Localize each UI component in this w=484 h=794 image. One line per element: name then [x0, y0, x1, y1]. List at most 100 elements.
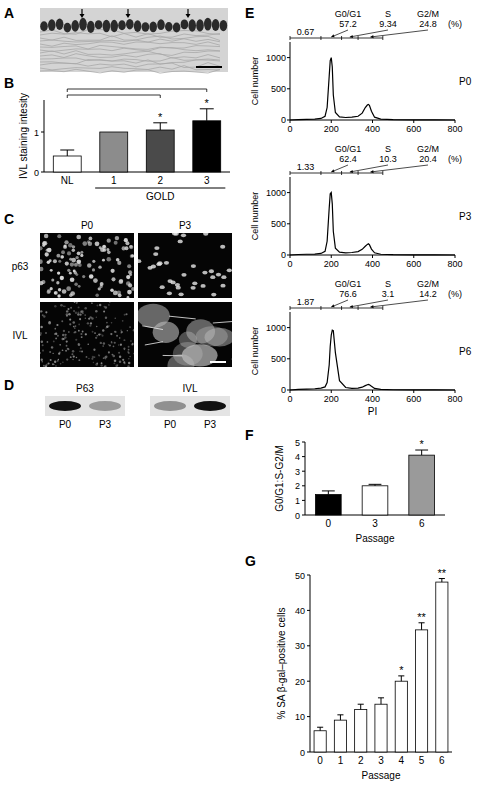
panel-letter: D	[4, 377, 14, 393]
bar	[362, 486, 388, 515]
unit-label: (%)	[448, 154, 462, 164]
speckle	[123, 339, 125, 341]
y-tick-label: 10	[295, 712, 305, 722]
nucleus	[95, 294, 99, 298]
y-axis-title: IVL staining intesity	[18, 93, 29, 179]
nucleus	[74, 263, 78, 267]
x-tick	[331, 120, 332, 123]
error-bar	[320, 727, 321, 731]
speckle	[79, 351, 81, 353]
gate-label: G2/M	[417, 279, 439, 289]
gate-value: 24.8	[419, 19, 437, 29]
y-axis	[44, 100, 45, 172]
nucleus	[117, 261, 121, 265]
speckle	[91, 302, 93, 304]
nucleus	[58, 288, 61, 291]
y-tick	[287, 57, 290, 58]
gate-value: 14.2	[419, 289, 437, 299]
speckle	[69, 318, 71, 320]
y-tick-label: 0	[300, 748, 305, 758]
histology-image: A	[4, 5, 228, 73]
speckle	[112, 354, 114, 356]
speckle	[60, 363, 62, 365]
nucleus	[92, 268, 95, 271]
speckle	[61, 338, 64, 341]
speckle	[111, 342, 113, 344]
speckle	[101, 362, 103, 364]
speckle	[62, 349, 64, 351]
speckle	[48, 322, 51, 325]
gate-value: 1.87	[297, 297, 315, 307]
arrow-head	[350, 35, 353, 38]
speckle	[102, 329, 104, 331]
nucleus	[156, 262, 161, 266]
y-tick-label: 500	[271, 84, 286, 94]
gate-value: 3.1	[382, 289, 395, 299]
nucleus	[181, 273, 186, 277]
speckle	[53, 340, 55, 342]
speckle	[128, 352, 130, 354]
speckle	[40, 352, 41, 354]
arrow-head	[80, 14, 85, 18]
speckle	[40, 334, 41, 336]
gate-arrow	[370, 165, 428, 172]
y-tick	[302, 515, 305, 516]
band	[154, 401, 186, 411]
bar	[415, 630, 427, 752]
nucleus	[127, 296, 130, 298]
nucleus	[70, 277, 75, 282]
x-tick-label: 5	[419, 755, 425, 766]
histogram-line	[290, 58, 455, 120]
x-tick-label: 3	[378, 755, 384, 766]
speckle	[96, 335, 97, 336]
gate-tick	[382, 36, 383, 40]
speckle	[128, 349, 130, 351]
speckle	[41, 310, 43, 312]
epithelial-cell	[64, 23, 72, 33]
x-tick-label: 200	[324, 394, 339, 404]
speckle	[88, 358, 90, 360]
epithelial-cell	[149, 21, 157, 32]
nucleus	[227, 268, 232, 272]
fiber	[213, 321, 232, 323]
nucleus	[87, 263, 91, 267]
speckle	[118, 344, 119, 345]
speckle	[45, 311, 47, 313]
nucleus	[153, 252, 158, 256]
speckle	[100, 333, 102, 335]
image	[40, 302, 134, 367]
nucleus	[178, 292, 183, 296]
speckle	[111, 341, 113, 343]
fiber	[145, 342, 163, 345]
speckle	[113, 346, 115, 348]
error-bar	[441, 579, 442, 583]
nucleus	[82, 241, 87, 246]
y-axis	[290, 177, 291, 255]
epithelial-cell	[142, 22, 150, 32]
nucleus	[110, 288, 114, 292]
epithelial-cell	[196, 19, 204, 31]
nucleus	[62, 289, 67, 294]
panel-letter: B	[4, 75, 14, 91]
error-cap	[358, 704, 364, 705]
bracket	[67, 95, 160, 98]
group-label: GOLD	[146, 191, 174, 202]
y-axis-title: G0/G1:S-G2/M	[274, 445, 285, 512]
lane-label: P3	[204, 419, 217, 430]
speckle	[133, 353, 134, 355]
speckle	[111, 322, 113, 324]
nucleus	[200, 284, 205, 288]
gate-label: S	[385, 144, 391, 154]
nucleus	[65, 261, 69, 265]
nucleus	[63, 245, 67, 249]
nucleus	[56, 281, 59, 284]
speckle	[120, 329, 122, 331]
nucleus	[209, 269, 214, 273]
speckle	[77, 313, 79, 315]
fiber	[163, 355, 183, 356]
speckle	[127, 365, 130, 367]
nucleus	[60, 276, 64, 280]
nucleus	[103, 249, 106, 252]
epithelial-cell	[103, 20, 111, 33]
panel-letter: G	[245, 553, 256, 569]
